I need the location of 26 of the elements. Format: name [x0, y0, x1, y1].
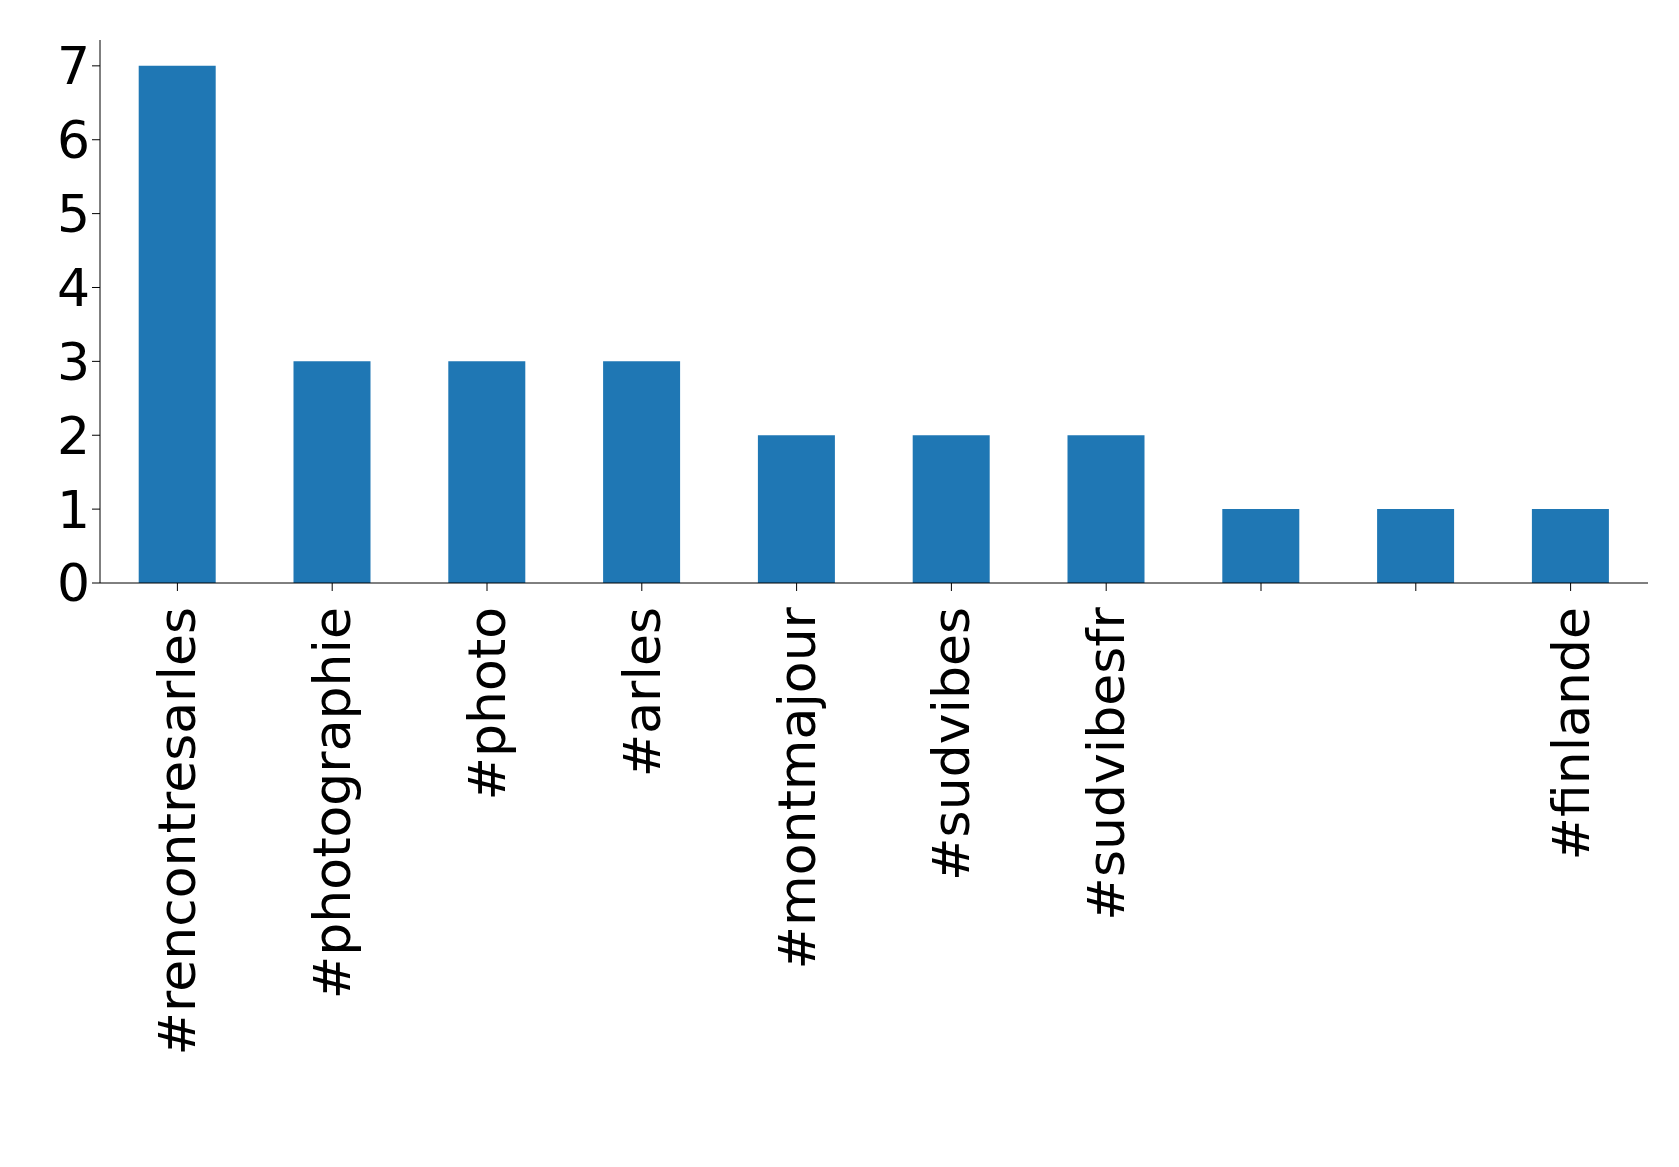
y-tick-label: 2	[56, 405, 90, 466]
y-tick-label: 0	[56, 553, 90, 614]
bar	[1377, 509, 1455, 583]
y-tick-label: 5	[56, 184, 90, 245]
bar	[757, 435, 835, 583]
bar	[1067, 435, 1145, 583]
bar	[912, 435, 990, 583]
y-tick-label: 6	[56, 110, 90, 171]
x-tick-label: #arles	[611, 607, 672, 778]
bar	[603, 361, 681, 583]
y-tick-label: 3	[56, 331, 90, 392]
x-tick-label: #sudvibesfr	[1076, 606, 1137, 921]
x-tick-label: #photo	[457, 607, 517, 801]
bar	[293, 361, 371, 583]
bar	[1531, 509, 1609, 583]
x-tick-label: #sudvibes	[921, 607, 982, 881]
x-tick-label: #montmajour	[766, 606, 827, 970]
y-tick-label: 7	[56, 36, 90, 97]
x-tick-label: #photographie	[302, 607, 363, 1000]
bar	[1222, 509, 1300, 583]
x-tick-label: #finlande	[1540, 607, 1601, 861]
bar	[138, 65, 216, 583]
bar	[448, 361, 526, 583]
y-tick-label: 4	[56, 257, 90, 318]
x-tick-label: #rencontresarles	[147, 607, 208, 1056]
y-tick-label: 1	[56, 479, 90, 540]
